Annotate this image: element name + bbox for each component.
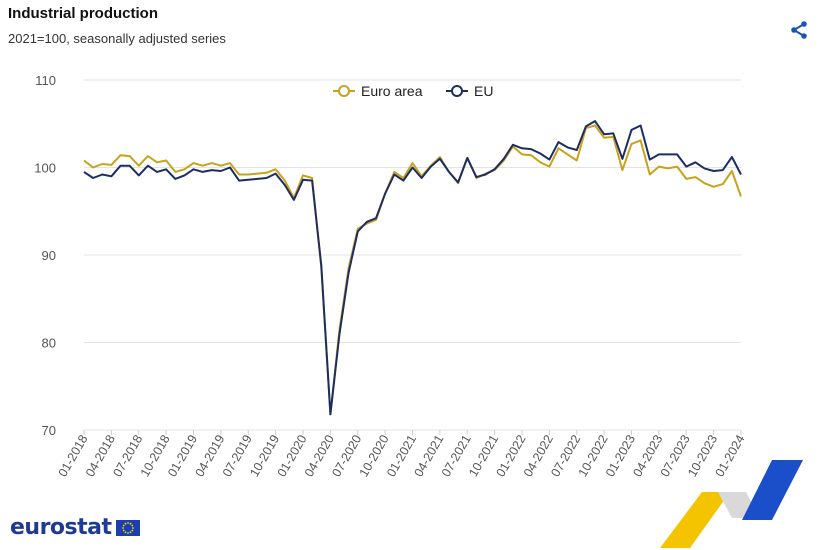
legend-marker-eu	[451, 85, 463, 97]
y-tick-label: 110	[35, 73, 56, 88]
eu-flag-icon	[115, 519, 140, 536]
series-line-eu	[83, 120, 742, 416]
y-tick-label: 80	[42, 336, 56, 351]
series-line-euro-area	[83, 124, 742, 416]
legend-label-euro-area: Euro area	[361, 83, 423, 99]
share-icon	[791, 21, 807, 39]
legend-label-eu: EU	[474, 83, 493, 99]
logo-text: eurostat	[10, 515, 112, 540]
y-tick-label: 90	[42, 248, 56, 263]
chart-subtitle: 2021=100, seasonally adjusted series	[8, 31, 226, 46]
chart-title: Industrial production	[8, 5, 158, 22]
share-button[interactable]	[789, 20, 809, 40]
y-tick-label: 100	[34, 161, 56, 176]
legend-marker-euro-area	[338, 85, 350, 97]
y-tick-label: 70	[42, 423, 56, 438]
eurostat-logo: eurostat	[10, 515, 140, 540]
